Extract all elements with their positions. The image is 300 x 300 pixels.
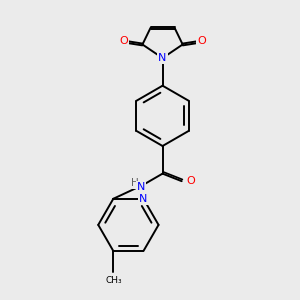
- Text: O: O: [186, 176, 195, 186]
- Text: N: N: [158, 53, 167, 63]
- Text: N: N: [137, 182, 145, 192]
- Text: CH₃: CH₃: [105, 276, 122, 285]
- Text: O: O: [119, 37, 128, 46]
- Text: N: N: [139, 194, 148, 204]
- Text: O: O: [197, 37, 206, 46]
- Text: H: H: [130, 178, 138, 188]
